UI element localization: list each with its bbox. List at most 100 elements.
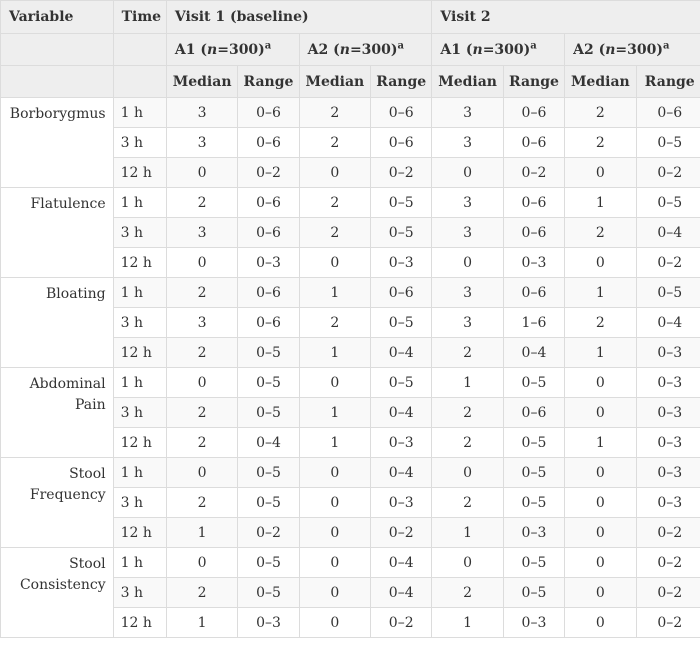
range-cell: 0–5 [237, 337, 300, 368]
median-cell: 2 [431, 337, 504, 368]
range-cell: 0–3 [635, 397, 700, 428]
range-cell: 0–6 [237, 187, 300, 218]
header-range: Range [502, 65, 566, 98]
range-cell: 0–3 [502, 247, 566, 278]
table-row: 12 h 1 0–2 0 0–2 1 0–3 0 0–2 [1, 517, 700, 548]
median-cell: 2 [165, 427, 239, 458]
header-blank [0, 65, 114, 98]
median-cell: 3 [165, 97, 239, 128]
header-blank [112, 65, 167, 98]
median-cell: 0 [298, 607, 372, 638]
range-cell: 0–3 [502, 517, 566, 548]
median-cell: 0 [564, 367, 637, 398]
time-cell: 1 h [112, 547, 167, 578]
median-cell: 0 [165, 457, 239, 488]
median-cell: 3 [431, 217, 504, 248]
range-cell: 0–5 [237, 457, 300, 488]
range-cell: 0–2 [635, 157, 700, 188]
header-a1-visit1: A1 (n=300)a [165, 33, 300, 66]
table-body: Borborygmus 1 h 3 0–6 2 0–6 3 0–6 2 0–6 3 h 3 0–6 2 0–… [0, 97, 700, 638]
range-cell: 0–2 [237, 157, 300, 188]
time-cell: 12 h [112, 337, 167, 368]
range-cell: 0–2 [237, 517, 300, 548]
time-cell: 1 h [112, 277, 167, 308]
range-cell: 0–6 [237, 277, 300, 308]
range-cell: 0–3 [237, 247, 300, 278]
range-cell: 0–3 [370, 427, 433, 458]
time-cell: 3 h [112, 397, 167, 428]
median-cell: 0 [431, 247, 504, 278]
median-cell: 2 [564, 97, 637, 128]
table-row: Borborygmus 1 h 3 0–6 2 0–6 3 0–6 2 0–6 [0, 97, 700, 188]
range-cell: 0–4 [502, 337, 566, 368]
header-visit2: Visit 2 [431, 0, 700, 34]
range-cell: 0–5 [635, 277, 700, 308]
variable-cell: Abdominal Pain [0, 367, 114, 458]
median-cell: 3 [165, 307, 239, 338]
range-cell: 0–3 [370, 487, 433, 518]
range-cell: 0–3 [370, 247, 433, 278]
range-cell: 0–2 [635, 607, 700, 638]
median-cell: 2 [564, 307, 637, 338]
header-median: Median [298, 65, 372, 98]
median-cell: 0 [165, 157, 239, 188]
range-cell: 0–6 [635, 97, 700, 128]
table-row: 3 h 2 0–5 0 0–4 2 0–5 0 0–2 [1, 577, 700, 608]
range-cell: 0–4 [237, 427, 300, 458]
time-cell: 12 h [112, 607, 167, 638]
range-cell: 0–5 [237, 397, 300, 428]
median-cell: 2 [165, 577, 239, 608]
median-cell: 0 [165, 547, 239, 578]
header-blank [112, 33, 167, 66]
median-cell: 1 [564, 337, 637, 368]
range-cell: 0–2 [635, 577, 700, 608]
median-cell: 1 [298, 337, 372, 368]
median-cell: 0 [298, 457, 372, 488]
header-a2-visit2: A2 (n=300)a [564, 33, 700, 66]
range-cell: 0–4 [370, 337, 433, 368]
median-cell: 1 [165, 607, 239, 638]
median-cell: 0 [564, 607, 637, 638]
header-variable: Variable [0, 0, 114, 34]
range-cell: 0–6 [502, 97, 566, 128]
median-cell: 1 [564, 187, 637, 218]
median-cell: 0 [564, 247, 637, 278]
footnote-marker: a [397, 39, 404, 51]
header-visit1: Visit 1 (baseline) [165, 0, 433, 34]
median-cell: 0 [298, 517, 372, 548]
median-cell: 0 [564, 517, 637, 548]
range-cell: 0–5 [635, 127, 700, 158]
range-cell: 0–4 [370, 547, 433, 578]
range-cell: 0–5 [237, 367, 300, 398]
table-row: Abdominal Pain 1 h 0 0–5 0 0–5 1 0–5 0 0–3 [0, 367, 700, 458]
median-cell: 0 [298, 247, 372, 278]
range-cell: 0–6 [502, 217, 566, 248]
range-cell: 0–2 [635, 517, 700, 548]
median-cell: 2 [298, 307, 372, 338]
range-cell: 0–5 [370, 307, 433, 338]
median-cell: 0 [431, 157, 504, 188]
median-cell: 0 [564, 577, 637, 608]
median-cell: 0 [564, 397, 637, 428]
range-cell: 0–3 [635, 487, 700, 518]
median-cell: 1 [431, 607, 504, 638]
median-cell: 3 [165, 217, 239, 248]
range-cell: 0–3 [237, 607, 300, 638]
table-row: 3 h 3 0–6 2 0–6 3 0–6 2 0–5 [1, 127, 700, 158]
time-cell: 1 h [112, 97, 167, 128]
table-row: 3 h 2 0–5 1 0–4 2 0–6 0 0–3 [1, 397, 700, 428]
median-cell: 2 [298, 127, 372, 158]
median-cell: 1 [298, 427, 372, 458]
median-cell: 3 [431, 127, 504, 158]
median-cell: 2 [431, 487, 504, 518]
median-cell: 3 [431, 187, 504, 218]
median-cell: 0 [298, 577, 372, 608]
median-cell: 0 [564, 487, 637, 518]
range-cell: 0–6 [237, 307, 300, 338]
table-header: Variable Time Visit 1 (baseline) Visit 2… [0, 0, 700, 98]
header-a1-visit2: A1 (n=300)a [431, 33, 566, 66]
median-cell: 2 [564, 217, 637, 248]
header-range: Range [370, 65, 433, 98]
range-cell: 0–4 [370, 397, 433, 428]
range-cell: 0–4 [370, 457, 433, 488]
